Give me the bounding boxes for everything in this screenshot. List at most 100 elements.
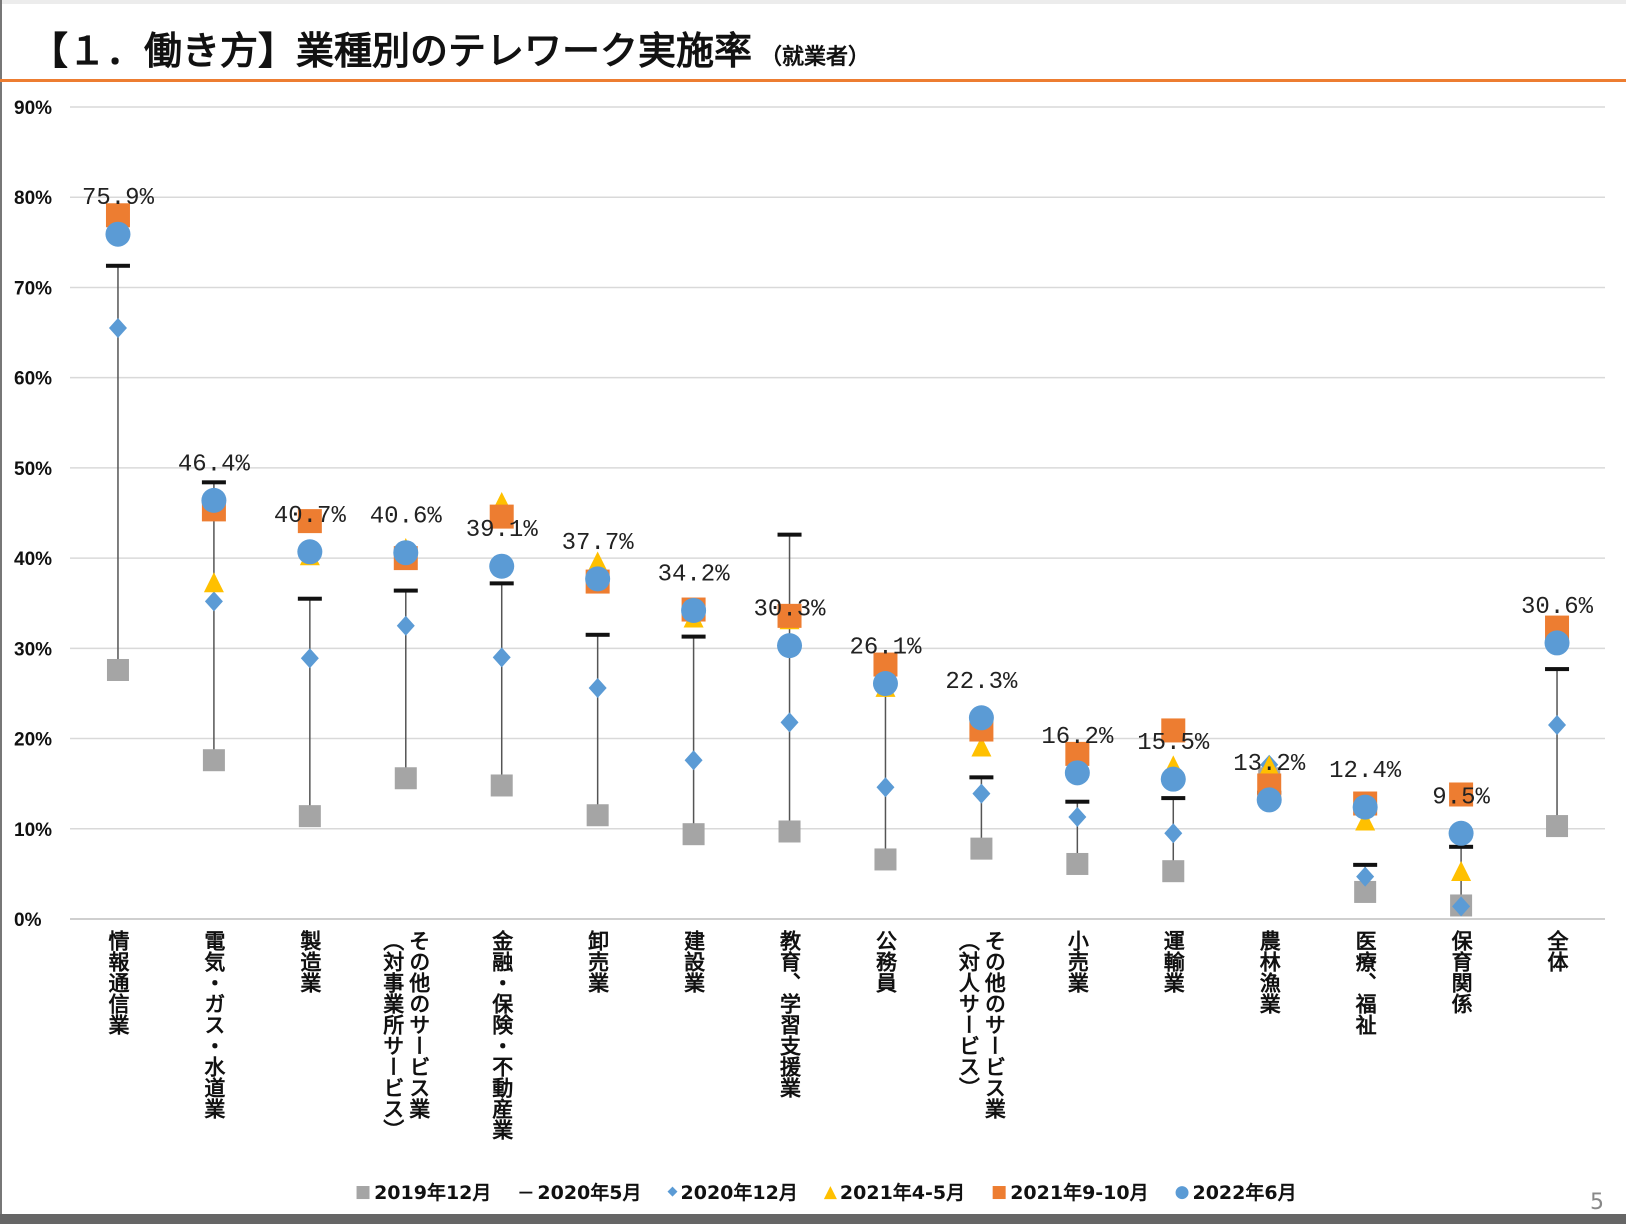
point-2020年5月 (1353, 862, 1378, 867)
data-label: 40.6% (370, 504, 443, 531)
point-2019年12月 (874, 848, 897, 871)
category-label: 情報通信業 (105, 930, 130, 1035)
point-2022年6月 (201, 487, 227, 513)
category-label: 電気・ガス・水道業 (201, 930, 226, 1119)
legend-item: － 2020年5月 (517, 1178, 641, 1205)
point-2020年5月 (1161, 796, 1186, 801)
page-title: 【１．働き方】業種別のテレワーク実施率 （就業者） (30, 20, 870, 75)
y-tick-label: 10% (14, 820, 52, 841)
square-marker-icon: ■ (355, 1181, 372, 1202)
point-2021年4-5月 (1259, 755, 1280, 776)
point-2020年12月 (492, 647, 511, 668)
category-label: 全体 (1545, 930, 1570, 972)
category-label: 製造業 (297, 930, 322, 993)
legend-item: ● 2022年6月 (1175, 1178, 1297, 1205)
category-label: 保育関係 (1449, 930, 1474, 1014)
point-2019年12月 (682, 823, 705, 846)
bottom-border (0, 1214, 1626, 1224)
title-rule (0, 79, 1626, 82)
point-2021年9-10月 (297, 509, 322, 534)
point-2021年9-10月 (1449, 782, 1474, 807)
point-2022年6月 (1544, 630, 1570, 656)
point-2020年12月 (972, 783, 991, 804)
top-border (0, 0, 1626, 4)
category-label: 教育、学習支援業 (777, 930, 802, 1098)
data-label: 30.6% (1521, 594, 1594, 621)
dash-marker-icon: － (517, 1184, 535, 1204)
legend-label: 2021年9-10月 (1010, 1182, 1149, 1204)
left-border (0, 0, 2, 1224)
y-tick-label: 0% (14, 910, 42, 931)
data-label: 75.9% (82, 185, 155, 212)
point-2022年6月 (777, 633, 803, 659)
category-label: 金融・保険・不動産業 (489, 930, 514, 1140)
square-marker-icon: ■ (991, 1181, 1008, 1202)
point-2020年12月 (1068, 807, 1087, 828)
point-2022年6月 (1160, 766, 1186, 792)
point-2020年5月 (201, 480, 226, 485)
point-2020年12月 (108, 318, 127, 339)
point-2020年12月 (396, 615, 415, 636)
legend-item: ■ 2019年12月 (355, 1178, 491, 1205)
point-2020年12月 (300, 648, 319, 669)
legend-label: 2019年12月 (374, 1182, 492, 1204)
point-2019年12月 (394, 767, 417, 790)
point-2019年12月 (1066, 852, 1089, 875)
point-2019年12月 (106, 658, 129, 681)
circle-marker-icon: ● (1174, 1181, 1190, 1202)
data-label: 46.4% (178, 451, 251, 478)
y-tick-label: 90% (14, 98, 52, 119)
category-label: 公務員 (873, 930, 898, 993)
point-2022年6月 (1448, 820, 1474, 846)
point-2022年6月 (872, 671, 898, 697)
y-tick-label: 20% (14, 730, 52, 751)
point-2020年5月 (1065, 799, 1090, 804)
point-2022年6月 (105, 221, 131, 247)
category-label: 卸売業 (585, 930, 610, 993)
point-2022年6月 (585, 566, 611, 592)
point-2022年6月 (1352, 794, 1378, 820)
point-2020年5月 (777, 532, 802, 537)
point-2019年12月 (1546, 815, 1569, 838)
point-2021年9-10月 (1161, 718, 1186, 743)
data-label: 26.1% (849, 635, 922, 662)
data-label: 34.2% (658, 561, 731, 588)
point-2020年12月 (780, 712, 799, 733)
point-2019年12月 (1162, 860, 1185, 883)
point-2020年5月 (681, 634, 706, 639)
point-2022年6月 (1064, 760, 1090, 786)
data-label: 13.2% (1233, 751, 1306, 778)
point-2021年4-5月 (587, 551, 608, 572)
point-2021年4-5月 (971, 736, 992, 757)
point-2021年9-10月 (777, 603, 802, 628)
point-2022年6月 (968, 705, 994, 731)
point-2020年5月 (585, 632, 610, 637)
point-2020年5月 (393, 588, 418, 593)
data-label: 39.1% (466, 517, 539, 544)
legend-label: 2020年5月 (537, 1182, 642, 1204)
y-tick-label: 60% (14, 369, 52, 390)
page-number: 5 (1590, 1190, 1604, 1215)
category-label: その他のサービス業 （対人サービス） (956, 930, 1007, 1119)
legend-label: 2020年12月 (680, 1182, 798, 1204)
point-2022年6月 (1256, 787, 1282, 813)
y-tick-label: 40% (14, 549, 52, 570)
category-label: 運輸業 (1161, 930, 1186, 993)
triangle-marker-icon: ▲ (823, 1181, 837, 1202)
point-2020年5月 (1545, 667, 1570, 672)
point-2019年12月 (586, 804, 609, 827)
data-label: 22.3% (945, 669, 1018, 696)
data-label: 15.5% (1137, 730, 1210, 757)
data-label: 12.4% (1329, 758, 1402, 785)
legend-item: ■ 2021年9-10月 (991, 1178, 1149, 1205)
data-label: 16.2% (1041, 724, 1114, 751)
y-tick-label: 30% (14, 639, 52, 660)
y-tick-label: 70% (14, 278, 52, 299)
category-label: 小売業 (1065, 930, 1090, 993)
legend: ■ 2019年12月－ 2020年5月 ◆ 2020年12月 ▲ 2021年4-5月 ■ 202… (355, 1178, 1297, 1205)
title-text: 【１．働き方】業種別のテレワーク実施率 (30, 29, 753, 73)
point-2021年9-10月 (489, 504, 514, 529)
point-2019年12月 (202, 749, 225, 772)
data-label: 9.5% (1432, 784, 1490, 811)
